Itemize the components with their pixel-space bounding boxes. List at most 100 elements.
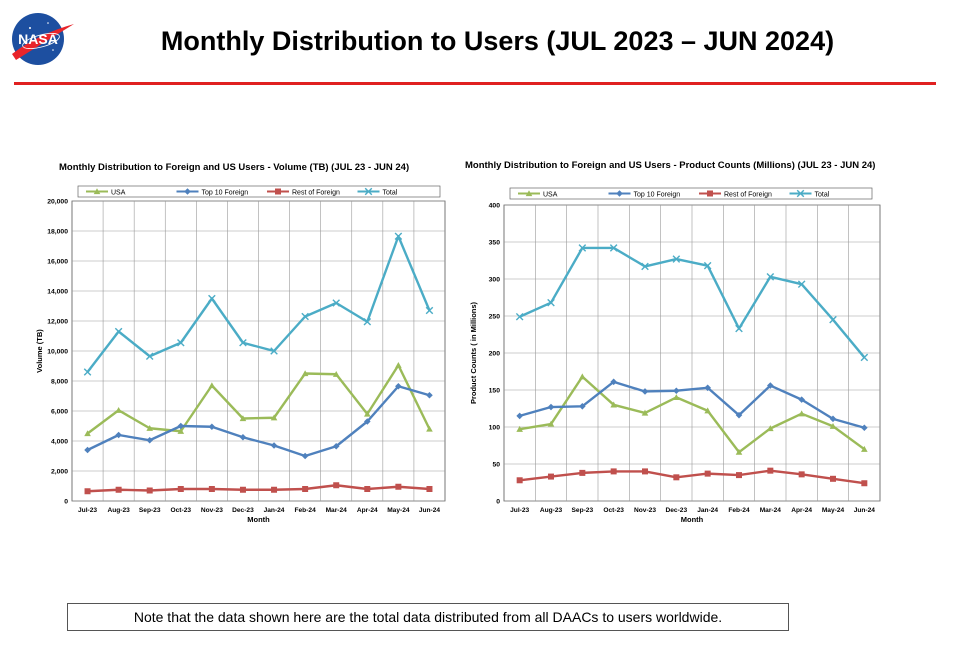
- data-point-2-0: [84, 488, 91, 495]
- legend-label-1: Top 10 Foreign: [202, 190, 249, 197]
- data-point-0-7: [735, 448, 743, 455]
- series-total: [515, 244, 869, 362]
- x-axis-label: Month: [247, 515, 270, 524]
- data-point-3-3: [609, 244, 618, 252]
- series-top-10-foreign: [84, 382, 433, 460]
- footnote-text: Note that the data shown here are the to…: [133, 609, 723, 625]
- x-tick-label-1: Aug-23: [540, 507, 563, 514]
- legend-box: [77, 185, 441, 198]
- data-point-0-1: [115, 406, 122, 413]
- x-tick-label-5: Dec-23: [666, 507, 688, 514]
- data-point-0-11: [861, 445, 868, 452]
- x-tick-label-0: Jul-23: [510, 507, 529, 514]
- legend-label-1: Top 10 Foreign: [634, 192, 681, 199]
- data-point-2-3: [177, 486, 184, 492]
- y-tick-label-6: 300: [489, 277, 501, 284]
- x-tick-label-6: Jan-24: [264, 507, 285, 514]
- chart-volume-title: Monthly Distribution to Foreign and US U…: [59, 162, 410, 173]
- series-line-1: [519, 380, 865, 429]
- footnote-box: Note that the data shown here are the to…: [67, 603, 789, 631]
- series-usa: [516, 373, 868, 455]
- data-point-0-10: [395, 361, 402, 368]
- x-tick-label-2: Sep-23: [572, 507, 594, 514]
- series-rest-of-foreign: [516, 467, 868, 487]
- data-point-0-6: [270, 414, 278, 421]
- data-point-0-11: [426, 425, 433, 432]
- nasa-logo-text: NASA: [18, 31, 58, 47]
- data-point-1-11: [426, 391, 433, 399]
- data-point-0-10: [829, 422, 837, 429]
- data-point-2-10: [395, 483, 402, 490]
- data-point-2-9: [364, 486, 371, 492]
- data-point-1-6: [704, 384, 711, 392]
- data-point-3-10: [394, 232, 403, 241]
- data-point-1-9: [798, 396, 805, 403]
- legend-marker-2: [707, 190, 713, 197]
- data-point-2-7: [302, 486, 309, 492]
- data-point-1-3: [177, 422, 185, 430]
- data-point-3-1: [114, 327, 123, 336]
- legend-label-2: Rest of Foreign: [724, 192, 772, 199]
- data-point-3-11: [860, 353, 869, 362]
- series-line-3: [519, 246, 866, 359]
- page-title: Monthly Distribution to Users (JUL 2023 …: [160, 26, 835, 56]
- x-tick-label-3: Oct-23: [171, 507, 192, 514]
- data-point-1-5: [673, 387, 680, 395]
- y-axis-label: Product Counts ( in Millions): [469, 301, 478, 404]
- data-point-2-8: [767, 467, 774, 474]
- charts-canvas: USA Top 10 Foreign Rest of Foreign Total 0 2,…: [35, 185, 881, 524]
- data-point-3-4: [641, 262, 649, 271]
- data-point-2-10: [830, 475, 836, 482]
- x-tick-label-8: Mar-24: [326, 507, 348, 514]
- legend-marker-3: [364, 187, 373, 196]
- nasa-logo: NASA: [8, 10, 76, 68]
- series-top-10-foreign: [516, 378, 868, 432]
- data-point-0-1: [547, 420, 555, 427]
- series-line-0: [519, 375, 866, 454]
- data-point-3-10: [829, 315, 837, 324]
- data-point-0-5: [239, 415, 247, 422]
- chart-1: USA Top 10 Foreign Rest of Foreign Total 0 50…: [469, 187, 881, 524]
- data-point-2-6: [271, 486, 278, 493]
- legend-marker-3: [796, 189, 805, 198]
- chart-0-legend: USA Top 10 Foreign Rest of Foreign Total: [77, 185, 441, 198]
- data-point-0-2: [146, 424, 154, 431]
- x-tick-label-2: Sep-23: [139, 507, 161, 514]
- legend-label-3: Total: [383, 190, 398, 197]
- y-tick-label-7: 14,000: [47, 289, 68, 296]
- legend-label-2: Rest of Foreign: [292, 190, 340, 197]
- y-tick-label-2: 4,000: [51, 439, 68, 446]
- data-point-3-8: [332, 299, 341, 307]
- data-point-3-3: [176, 338, 185, 347]
- data-point-0-8: [767, 425, 774, 432]
- y-tick-label-1: 2,000: [51, 469, 68, 476]
- data-point-2-6: [704, 470, 711, 477]
- x-tick-label-6: Jan-24: [697, 507, 718, 514]
- data-point-1-1: [115, 431, 122, 439]
- data-point-1-2: [146, 436, 154, 444]
- y-tick-label-0: 0: [64, 499, 68, 506]
- series-line-1: [87, 385, 430, 458]
- x-tick-label-10: May-24: [822, 507, 845, 514]
- data-point-0-3: [610, 401, 617, 408]
- legend-marker-1: [616, 190, 623, 197]
- x-tick-label-1: Aug-23: [107, 507, 130, 514]
- data-point-0-3: [177, 427, 185, 434]
- data-point-1-10: [829, 415, 837, 423]
- series-usa: [84, 361, 433, 437]
- data-point-1-0: [84, 446, 91, 454]
- chart-1-legend: USA Top 10 Foreign Rest of Foreign Total: [509, 187, 873, 200]
- data-point-1-2: [579, 402, 586, 410]
- data-point-2-1: [115, 486, 122, 493]
- data-point-1-3: [610, 378, 617, 386]
- y-tick-label-4: 200: [489, 351, 501, 358]
- x-tick-label-7: Feb-24: [294, 507, 316, 514]
- data-point-3-2: [578, 244, 587, 252]
- y-tick-label-6: 12,000: [47, 319, 68, 326]
- data-point-3-4: [208, 294, 216, 303]
- x-tick-label-0: Jul-23: [78, 507, 97, 514]
- data-point-1-6: [270, 442, 278, 449]
- legend-marker-0: [525, 190, 533, 197]
- data-point-1-9: [363, 418, 371, 425]
- legend-label-0: USA: [111, 190, 126, 197]
